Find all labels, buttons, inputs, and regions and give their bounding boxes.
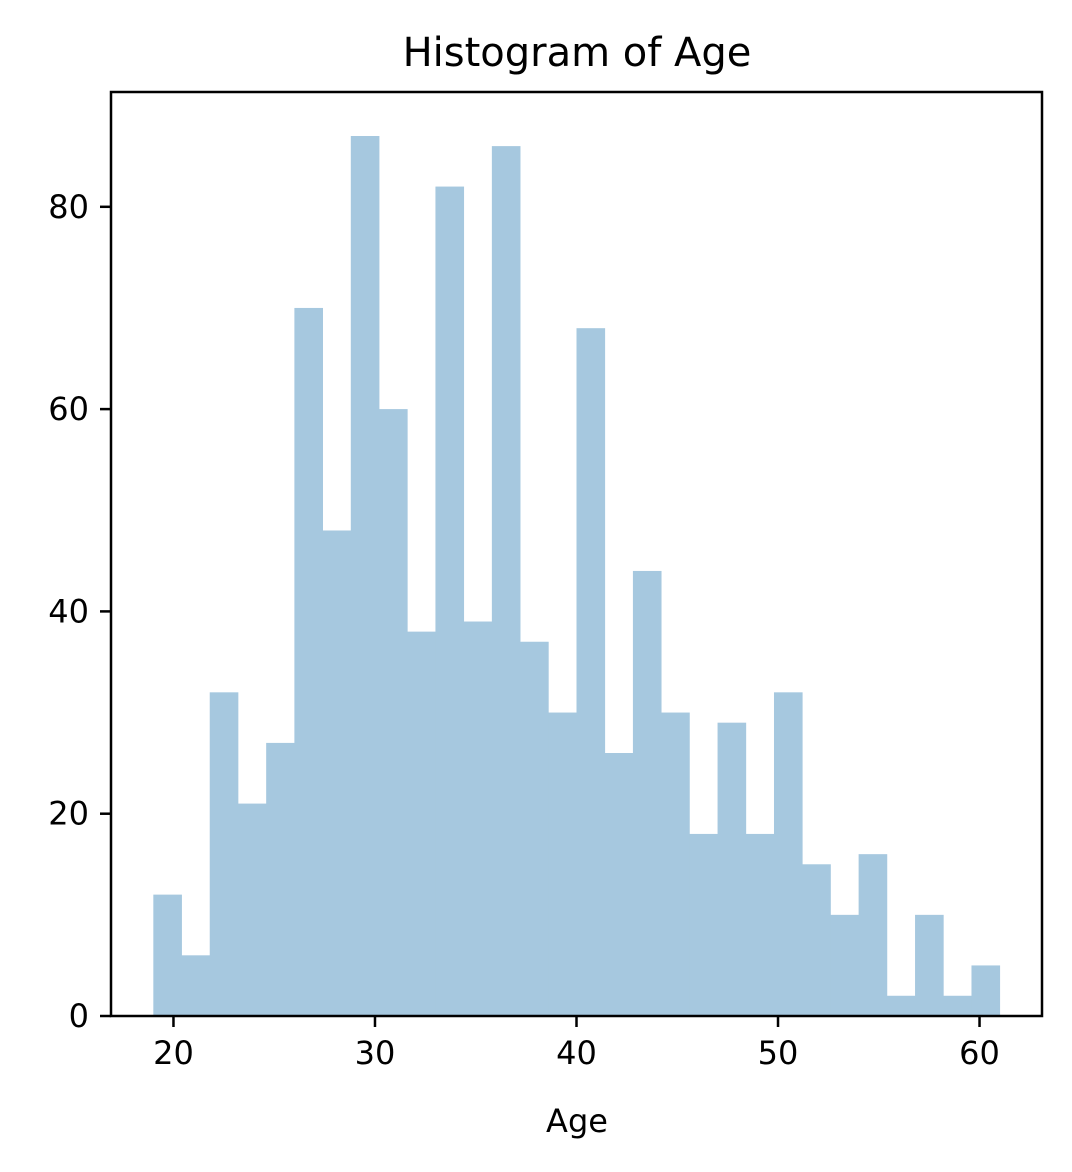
histogram-bar: [943, 995, 972, 1016]
histogram-bar: [266, 742, 295, 1016]
histogram-bar: [689, 833, 718, 1016]
histogram-bar: [802, 864, 831, 1016]
histogram-bar: [773, 692, 803, 1016]
histogram-bar: [971, 965, 1001, 1016]
histogram-bar: [407, 631, 436, 1016]
histogram-bar: [830, 914, 860, 1016]
bars-group: [153, 136, 1001, 1017]
histogram-bar: [435, 186, 465, 1016]
x-tick-label: 30: [355, 1034, 396, 1072]
histogram-bar: [604, 753, 634, 1016]
histogram-bar: [858, 854, 888, 1016]
histogram-bar: [661, 712, 690, 1016]
histogram-bar: [886, 995, 916, 1016]
histogram-bar: [463, 621, 493, 1016]
histogram-bar: [322, 530, 352, 1016]
y-axis-ticks: 0 20 40 60 80: [48, 188, 111, 1035]
x-tick-label: 40: [556, 1034, 597, 1072]
histogram-bar: [491, 146, 521, 1017]
y-tick-label: 80: [48, 188, 89, 226]
histogram-bar: [520, 641, 549, 1016]
histogram-bar: [548, 712, 577, 1016]
x-axis-ticks: 20 30 40 50 60: [153, 1016, 1000, 1072]
x-tick-label: 50: [758, 1034, 799, 1072]
y-tick-label: 60: [48, 390, 89, 428]
histogram-bar: [745, 833, 775, 1016]
y-tick-label: 40: [48, 592, 89, 630]
x-axis-label: Age: [546, 1102, 608, 1140]
x-tick-label: 20: [153, 1034, 194, 1072]
histogram-bar: [576, 328, 606, 1016]
histogram-bar: [181, 955, 211, 1016]
y-tick-label: 0: [69, 997, 89, 1035]
histogram-bar: [209, 692, 239, 1016]
y-tick-label: 20: [48, 795, 89, 833]
histogram-bar: [379, 409, 408, 1017]
histogram-bar: [153, 894, 182, 1016]
x-tick-label: 60: [959, 1034, 1000, 1072]
histogram-bar: [237, 803, 267, 1016]
histogram-bar: [632, 570, 662, 1016]
plot-frame: [109, 90, 1044, 1018]
histogram-bar: [915, 914, 944, 1016]
histogram-bar: [294, 307, 323, 1016]
histogram-bar: [350, 136, 380, 1016]
histogram-bar: [717, 722, 747, 1016]
chart-title: Histogram of Age: [403, 30, 752, 76]
